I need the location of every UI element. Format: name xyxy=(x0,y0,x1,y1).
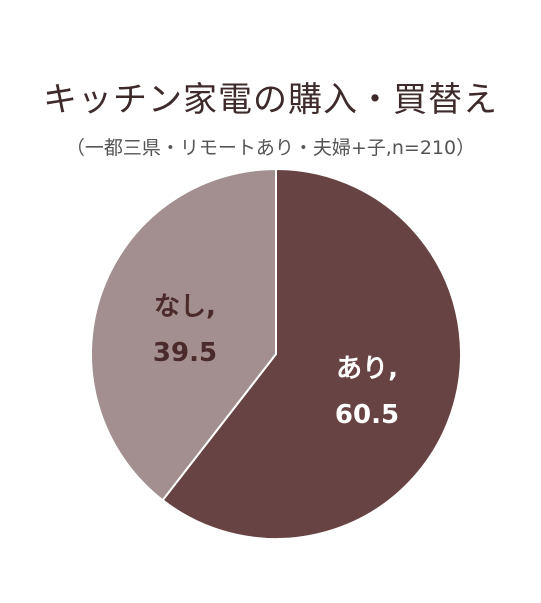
slice-label-1: なし, xyxy=(154,292,216,322)
slice-label-0: あり, xyxy=(336,354,398,384)
pie-slice-1 xyxy=(90,167,277,502)
slice-value-1: 39.5 xyxy=(153,338,217,368)
chart-title: キッチン家電の購入・買替え xyxy=(43,80,498,120)
chart-subtitle: （一都三県・リモートあり・夫婦+子,n=210） xyxy=(65,137,476,159)
slice-value-0: 60.5 xyxy=(335,400,399,430)
pie-slice-0 xyxy=(161,167,462,540)
